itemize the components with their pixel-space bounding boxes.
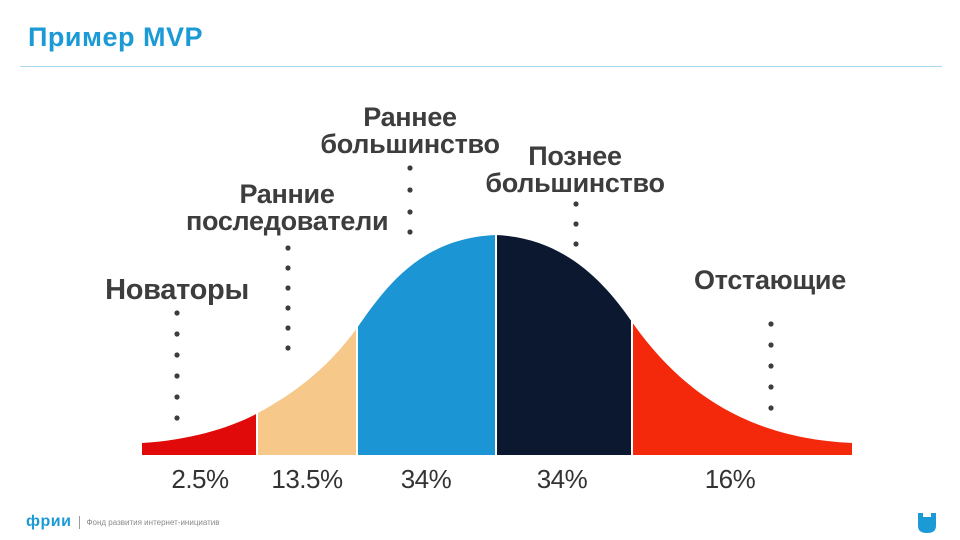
label-laggards: Отстающие [690, 266, 850, 294]
label-line: большинство [320, 129, 500, 159]
footer-separator [79, 515, 81, 529]
dotted-leader-laggards [768, 321, 774, 411]
label-line: Новаторы [105, 274, 249, 306]
segment-early-adopters [258, 328, 357, 455]
dotted-leader-innovators [174, 310, 180, 421]
brand-logo: фрии [26, 513, 72, 530]
label-early-majority: Раннее большинство [312, 104, 508, 158]
footer: фрии Фонд развития интернет-инициатив [26, 513, 220, 530]
label-early-adopters: Ранние последователи [186, 179, 389, 236]
label-line: Ранние [239, 179, 335, 209]
segment-early-majority [357, 235, 496, 455]
dotted-leader-early-majority [407, 165, 413, 235]
percent-laggards: 16% [704, 464, 756, 494]
percent-early-majority: 34% [400, 464, 452, 494]
percent-early-adopters: 13.5% [271, 464, 343, 494]
title-divider [20, 66, 942, 67]
label-late-majority: Познее большинство [482, 143, 668, 197]
footer-tagline: Фонд развития интернет-инициатив [86, 517, 220, 527]
segment-late-majority [496, 235, 632, 455]
label-line: последователи [186, 206, 389, 236]
label-innovators: Новаторы [104, 274, 250, 306]
percent-late-majority: 34% [536, 464, 588, 494]
label-line: Познее [528, 141, 622, 171]
segment-innovators [142, 413, 258, 455]
dotted-leader-early-adopters [285, 245, 291, 351]
segment-laggards [632, 322, 852, 455]
corner-shield-icon [918, 513, 936, 533]
label-line: большинство [485, 168, 665, 198]
label-line: Раннее [363, 102, 457, 132]
page-title: Пример MVP [28, 22, 203, 52]
percent-innovators: 2.5% [171, 464, 229, 494]
dotted-leader-late-majority [573, 201, 579, 247]
label-line: Отстающие [694, 265, 846, 295]
